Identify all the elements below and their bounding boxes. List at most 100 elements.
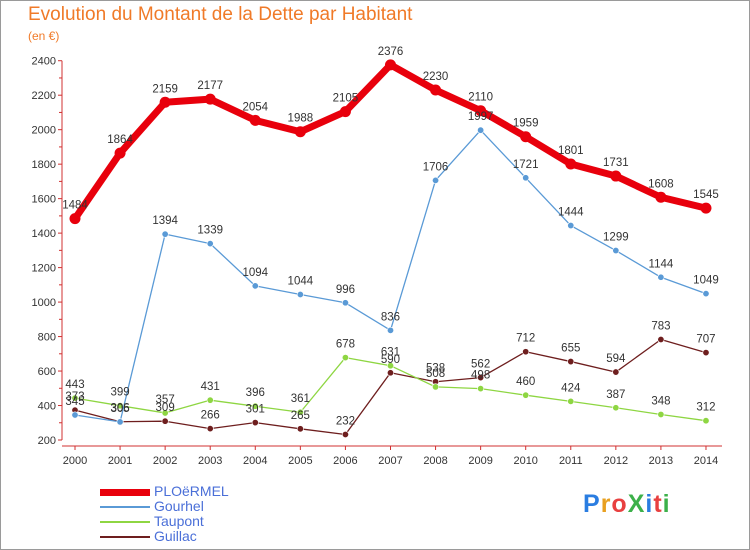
data-point <box>296 408 304 416</box>
data-label: 508 <box>426 368 445 380</box>
logo-letter: i <box>662 490 671 518</box>
y-tick-label: 200 <box>38 435 56 447</box>
data-point <box>206 240 214 248</box>
y-tick-label: 2000 <box>32 125 56 137</box>
data-label: 631 <box>381 347 400 359</box>
data-point <box>386 362 394 370</box>
data-label: 707 <box>696 334 715 346</box>
data-label: 1444 <box>558 207 584 219</box>
x-tick-label: 2013 <box>649 455 673 467</box>
data-label: 2177 <box>197 80 223 92</box>
data-point <box>567 397 575 405</box>
data-label: 1044 <box>288 275 314 287</box>
data-label: 1545 <box>693 189 719 201</box>
data-point <box>700 202 712 214</box>
data-point <box>612 247 620 255</box>
data-point <box>116 402 124 410</box>
data-point <box>159 96 171 108</box>
data-label: 783 <box>651 320 670 332</box>
chart-subtitle: (en €) <box>28 29 60 43</box>
data-label: 2376 <box>378 46 404 58</box>
data-label: 655 <box>561 343 580 355</box>
data-label: 373 <box>65 391 84 403</box>
data-label: 1721 <box>513 159 539 171</box>
logo-letter: i <box>645 490 654 518</box>
data-label: 1049 <box>693 275 719 287</box>
data-point <box>71 411 79 419</box>
data-label: 1988 <box>288 113 314 125</box>
data-point <box>206 396 214 404</box>
data-label: 678 <box>336 339 355 351</box>
x-tick-label: 2001 <box>108 455 132 467</box>
data-point <box>339 106 351 118</box>
data-point <box>341 299 349 307</box>
proxiti-logo: ProXiti <box>583 490 671 519</box>
data-point <box>475 105 487 117</box>
x-tick-label: 2009 <box>468 455 492 467</box>
logo-letter: o <box>611 490 628 518</box>
data-label: 357 <box>156 394 175 406</box>
logo-letter: r <box>600 490 612 518</box>
data-label: 1959 <box>513 118 539 130</box>
data-label: 1144 <box>649 258 674 270</box>
data-label: 306 <box>110 403 129 415</box>
data-label: 309 <box>156 402 175 414</box>
data-point <box>612 368 620 376</box>
data-point <box>161 230 169 238</box>
data-point <box>386 326 394 334</box>
legend-swatch <box>100 506 150 508</box>
x-tick-label: 2008 <box>423 455 447 467</box>
data-point <box>71 394 79 402</box>
data-label: 1339 <box>197 225 223 237</box>
x-tick-label: 2014 <box>694 455 718 467</box>
x-tick-label: 2003 <box>198 455 222 467</box>
data-point <box>520 131 532 143</box>
logo-letter: t <box>653 490 663 518</box>
data-label: 996 <box>336 284 355 296</box>
data-label: 312 <box>696 402 715 414</box>
data-label: 232 <box>336 415 355 427</box>
legend-label: Gourhel <box>154 498 204 514</box>
legend-label: PLOëRMEL <box>154 483 229 499</box>
data-point <box>702 349 710 357</box>
data-label: 424 <box>561 382 581 394</box>
data-point <box>251 282 259 290</box>
x-tick-label: 2004 <box>243 455 267 467</box>
data-label: 712 <box>516 333 535 345</box>
y-tick-label: 1800 <box>32 159 56 171</box>
y-tick-label: 800 <box>38 332 56 344</box>
data-label: 387 <box>606 389 625 401</box>
legend-label: Taupont <box>154 513 204 529</box>
data-label: 2105 <box>333 93 359 105</box>
data-point <box>657 410 665 418</box>
data-label: 1997 <box>468 111 494 123</box>
data-point <box>384 59 396 71</box>
x-tick-label: 2000 <box>63 455 87 467</box>
data-label: 301 <box>246 404 265 416</box>
data-point <box>612 404 620 412</box>
data-point <box>161 409 169 417</box>
data-point <box>565 158 577 170</box>
data-label: 399 <box>110 387 129 399</box>
data-point <box>69 213 81 225</box>
data-label: 1706 <box>423 161 449 173</box>
data-point <box>430 84 442 96</box>
legend-swatch <box>100 536 150 538</box>
data-label: 396 <box>246 387 265 399</box>
data-label: 538 <box>426 363 445 375</box>
data-point <box>386 369 394 377</box>
data-label: 1731 <box>603 157 629 169</box>
data-point <box>702 290 710 298</box>
data-point <box>251 402 259 410</box>
y-tick-label: 1600 <box>32 194 56 206</box>
data-label: 2159 <box>152 83 178 95</box>
data-point <box>522 174 530 182</box>
data-point <box>161 417 169 425</box>
y-tick-label: 2200 <box>32 90 56 102</box>
data-point <box>477 126 485 134</box>
x-tick-label: 2012 <box>604 455 628 467</box>
y-tick-label: 1000 <box>32 297 56 309</box>
data-label: 590 <box>381 354 400 366</box>
x-tick-label: 2002 <box>153 455 177 467</box>
